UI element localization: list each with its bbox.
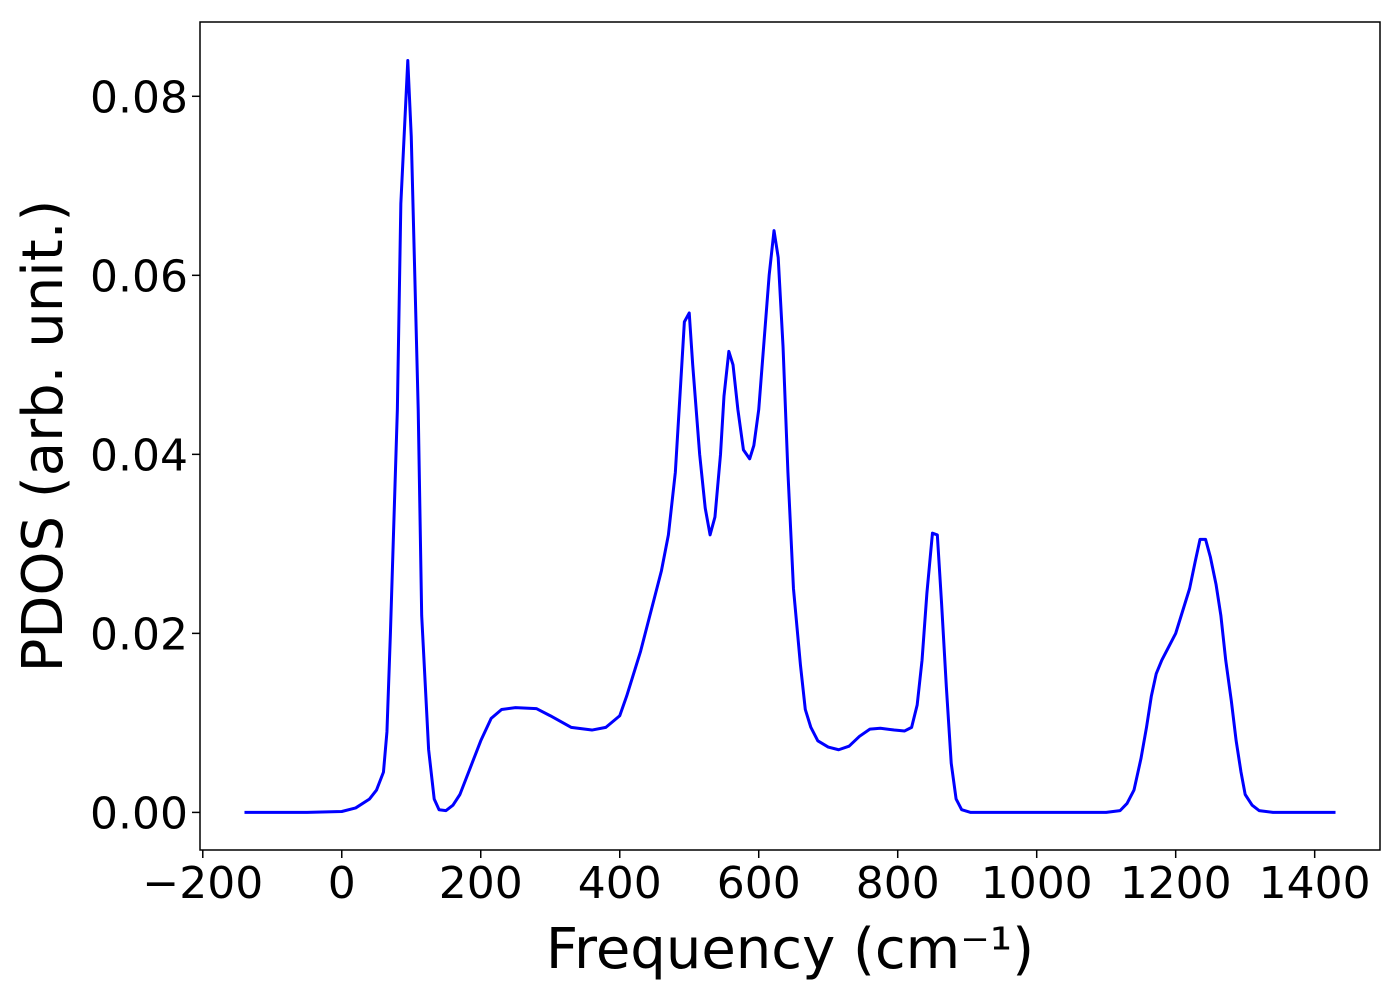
x-tick-label: 400 [578, 858, 662, 909]
data-line [244, 58, 1336, 814]
x-tick-label: 1400 [1259, 858, 1371, 909]
x-axis-label: Frequency (cm⁻¹) [546, 917, 1034, 982]
x-tick-label: 800 [856, 858, 940, 909]
plot-frame [199, 21, 1381, 851]
y-tick-label: 0.08 [90, 72, 188, 123]
x-tick-label: 600 [717, 858, 801, 909]
x-tick-label: 1200 [1120, 858, 1232, 909]
x-tick-label: 0 [328, 858, 356, 909]
y-axis-label: PDOS (arb. unit.) [11, 200, 76, 673]
x-tick-label: 1000 [981, 858, 1093, 909]
y-tick-label: 0.00 [90, 788, 188, 839]
y-tick-label: 0.06 [90, 251, 188, 302]
y-tick-label: 0.02 [90, 609, 188, 660]
x-tick-label: 200 [439, 858, 523, 909]
x-tick-label: −200 [142, 858, 263, 909]
y-tick-label: 0.04 [90, 430, 188, 481]
